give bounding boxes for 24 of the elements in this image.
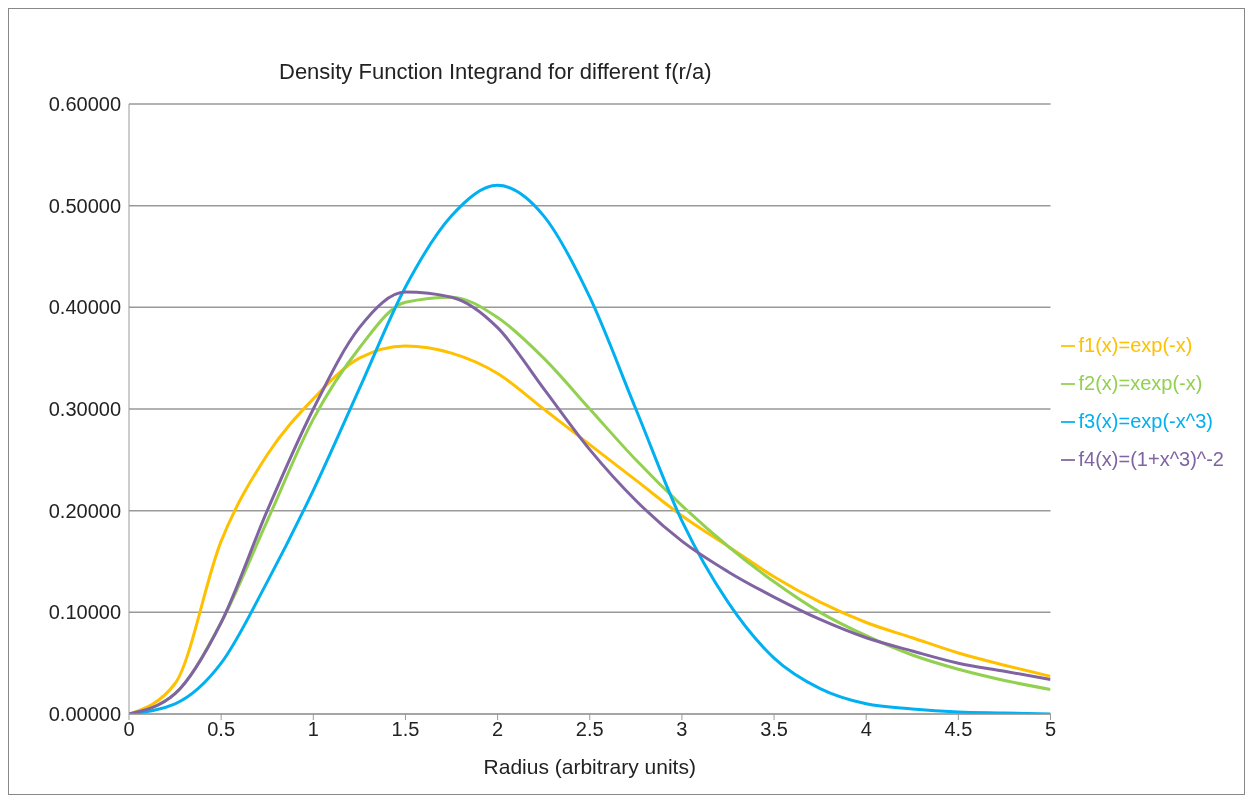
y-tick-label: 0.60000 (48, 93, 121, 116)
y-tick-label: 0.20000 (48, 499, 121, 522)
x-tick-label: 2 (492, 718, 504, 741)
legend-label: f3(x)=exp(-x^3) (1078, 409, 1213, 432)
x-tick-label: 3 (676, 718, 688, 741)
x-axis-title: Radius (arbitrary units) (483, 755, 696, 778)
y-tick-label: 0.00000 (48, 703, 121, 726)
x-tick-label: 1.5 (391, 718, 420, 741)
y-tick-label: 0.40000 (48, 296, 121, 319)
y-tick-label: 0.50000 (48, 194, 121, 217)
legend-label: f4(x)=(1+x^3)^-2 (1078, 447, 1224, 470)
x-tick-label: 5 (1044, 718, 1057, 741)
chart-title: Density Function Integrand for different f(r/a) (279, 59, 712, 85)
y-tick-label: 0.30000 (48, 398, 121, 421)
legend-label: f1(x)=exp(-x) (1078, 333, 1193, 356)
y-tick-label: 0.10000 (48, 601, 121, 624)
x-tick-label: 2.5 (575, 718, 604, 741)
x-tick-label: 0.5 (207, 718, 236, 741)
x-tick-label: 3.5 (760, 718, 788, 741)
x-tick-label: 4.5 (944, 718, 973, 741)
x-tick-label: 1 (307, 718, 319, 741)
legend-label: f2(x)=xexp(-x) (1078, 371, 1203, 394)
x-tick-label: 4 (860, 718, 872, 741)
x-tick-label: 0 (123, 718, 135, 741)
